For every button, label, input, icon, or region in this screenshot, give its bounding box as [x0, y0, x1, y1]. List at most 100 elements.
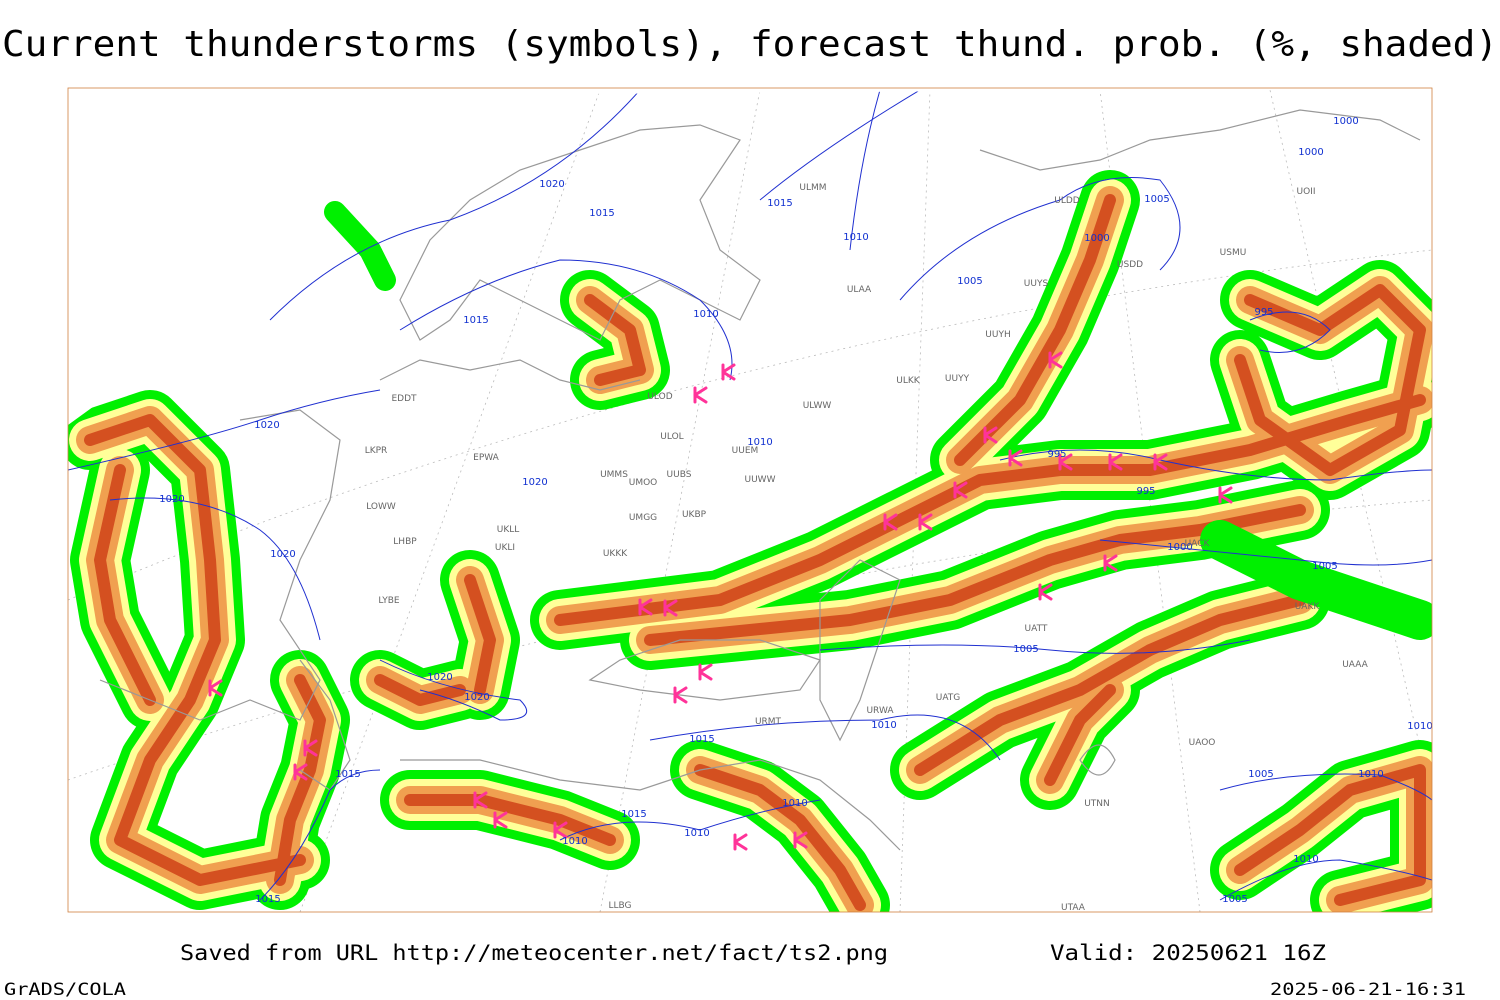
- isobar-label: 1015: [689, 734, 714, 745]
- thunderstorm-symbol: [1048, 351, 1063, 369]
- probability-band: [644, 504, 1306, 646]
- isobar-label: 1000: [1084, 233, 1109, 244]
- thunderstorm-symbols: [208, 351, 1233, 851]
- thunderstorm-symbol: [918, 513, 933, 531]
- isobar-label: 1010: [684, 828, 709, 839]
- thunderstorm-symbol: [293, 763, 308, 781]
- thunderstorm-symbol: [1108, 453, 1123, 471]
- thunderstorm-symbol: [553, 821, 568, 839]
- station-label: ULWW: [803, 401, 832, 411]
- map-frame: [67, 87, 1433, 913]
- station-label: UUBS: [667, 470, 692, 480]
- probability-band: [1044, 684, 1116, 786]
- station-label: USMU: [1220, 248, 1247, 258]
- thunderstorm-symbol: [663, 599, 678, 617]
- thunderstorm-symbol: [883, 513, 898, 531]
- probability-band: [94, 464, 156, 706]
- isobar-label: 1020: [254, 420, 279, 431]
- station-label: UMMS: [600, 470, 628, 480]
- station-label: ULAA: [847, 285, 872, 295]
- thunderstorm-symbol: [693, 386, 708, 404]
- isobar-label: 1005: [1222, 894, 1247, 905]
- isobar-label: 1015: [589, 208, 614, 219]
- probability-band: [914, 594, 1306, 776]
- isobar-label: 1015: [255, 894, 280, 905]
- software: GrADS/COLA: [4, 980, 126, 1000]
- map: 1020 1015 1015 1010 1005 1000 1005 1000 1000 1015…: [68, 88, 1432, 913]
- station-label: UACK: [1185, 539, 1211, 549]
- isobar-label: 1010: [562, 836, 587, 847]
- station-label: UMGG: [629, 513, 657, 523]
- thunderstorm-symbol: [638, 598, 653, 616]
- isobar-label: 995: [1254, 307, 1273, 318]
- isobars: [68, 89, 1432, 901]
- isobar-label: 1000: [1298, 147, 1323, 158]
- thunderstorm-symbol: [1038, 583, 1053, 601]
- isobar-label: 1010: [1293, 854, 1318, 865]
- station-label: UKLL: [497, 525, 520, 535]
- station-label: UAAA: [1342, 660, 1368, 670]
- station-label: UUWW: [745, 475, 776, 485]
- isobar-label: 1010: [1407, 721, 1432, 732]
- thunderstorm-symbol: [208, 679, 223, 697]
- station-label: ULOL: [660, 432, 683, 442]
- timestamp: 2025-06-21-16:31: [1270, 980, 1466, 1000]
- station-label: UAOO: [1189, 738, 1216, 748]
- probability-band: [694, 764, 866, 911]
- isobar-label: 995: [1136, 486, 1155, 497]
- thunderstorm-symbol: [493, 811, 508, 829]
- station-label: USDD: [1117, 260, 1143, 270]
- isobar-label: 1005: [1013, 644, 1038, 655]
- station-label: UATG: [936, 693, 961, 703]
- station-label: UKKK: [603, 549, 628, 559]
- station-label: LKPR: [365, 446, 388, 456]
- station-label: UTNN: [1084, 799, 1110, 809]
- station-label: UKLI: [495, 543, 515, 553]
- probability-band: [584, 294, 646, 386]
- probability-band: [464, 574, 496, 696]
- station-label: UKBP: [682, 510, 707, 520]
- probability-band: [274, 674, 326, 886]
- thunderstorm-symbol: [673, 686, 688, 704]
- isobar-label: 1005: [1144, 194, 1169, 205]
- station-label: UOII: [1297, 187, 1316, 197]
- thunderstorm-symbol: [793, 831, 808, 849]
- station-label: UUYS: [1024, 279, 1049, 289]
- isobar-label: 1020: [270, 549, 295, 560]
- isobar-label: 1005: [1248, 769, 1273, 780]
- thunderstorm-symbol: [721, 363, 736, 381]
- isobar-label: 1010: [871, 720, 896, 731]
- probability-band: [1234, 764, 1426, 906]
- isobar-label: 1015: [463, 315, 488, 326]
- isobar-label: 1005: [1312, 561, 1337, 572]
- probability-band: [954, 194, 1116, 466]
- isobar-label: 1005: [957, 276, 982, 287]
- thunderstorm-symbol: [1153, 453, 1168, 471]
- isobar-label: 1020: [539, 179, 564, 190]
- station-label: ULKK: [896, 376, 921, 386]
- isobar-label: 1015: [767, 198, 792, 209]
- station-label: LOWW: [366, 502, 396, 512]
- isobar-label: 1010: [782, 798, 807, 809]
- probability-band: [324, 201, 396, 291]
- isobar-label: 1010: [1358, 769, 1383, 780]
- isobar-label: 1015: [621, 809, 646, 820]
- station-label: LHBP: [393, 537, 417, 547]
- station-label: ULDD: [1054, 196, 1080, 206]
- station-label: LYBE: [378, 596, 399, 606]
- graticule: [68, 89, 1432, 912]
- isobar-label: 1020: [522, 477, 547, 488]
- isobar-label: 1000: [1167, 542, 1192, 553]
- thunderstorm-symbol: [1103, 554, 1118, 572]
- isobar-label: 1010: [693, 309, 718, 320]
- source-url: Saved from URL http://meteocenter.net/fa…: [180, 941, 888, 965]
- thunderstorm-symbol: [698, 663, 713, 681]
- coastlines: [99, 109, 1421, 851]
- thunderstorm-symbol: [1058, 453, 1073, 471]
- station-label: UUYY: [945, 374, 970, 384]
- station-label: UTAA: [1061, 903, 1086, 913]
- isobar-label: 1015: [335, 769, 360, 780]
- map-labels: 1020 1015 1015 1010 1005 1000 1005 1000 1000 1015…: [159, 116, 1432, 913]
- station-label: EDDT: [391, 394, 417, 404]
